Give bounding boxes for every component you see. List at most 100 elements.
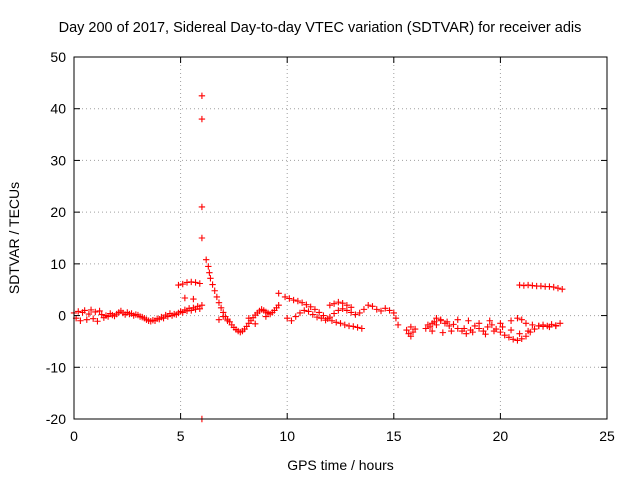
data-point: [198, 203, 206, 211]
data-point: [94, 318, 101, 325]
data-point: [181, 294, 189, 302]
data-point: [198, 234, 206, 242]
data-point: [377, 307, 385, 315]
data-point: [524, 327, 532, 335]
data-point: [471, 322, 479, 330]
data-point: [245, 314, 253, 322]
y-tick-label: 10: [50, 256, 66, 272]
data-point: [335, 298, 342, 306]
data-point: [262, 313, 270, 320]
data-point: [531, 325, 538, 333]
data-point: [89, 315, 97, 322]
data-point: [550, 283, 557, 291]
y-tick-label: 30: [50, 152, 66, 168]
data-point: [339, 299, 346, 307]
data-point: [394, 321, 402, 329]
data-point: [303, 301, 310, 308]
data-point: [224, 317, 231, 324]
data-point: [454, 316, 461, 323]
data-point: [488, 321, 496, 329]
y-tick-label: 40: [50, 101, 66, 117]
data-point: [411, 325, 419, 333]
data-point: [501, 332, 508, 339]
data-point: [505, 334, 513, 341]
data-point: [373, 306, 380, 313]
data-point: [77, 317, 84, 324]
data-point: [460, 325, 468, 332]
x-tick-label: 25: [599, 428, 615, 444]
data-point: [330, 300, 338, 307]
data-point: [202, 256, 210, 263]
data-point: [207, 275, 214, 282]
data-point: [407, 323, 415, 331]
data-point: [286, 295, 293, 302]
data-point: [198, 115, 206, 123]
data-point: [343, 302, 351, 309]
data-point: [450, 321, 457, 328]
data-point: [81, 307, 88, 314]
data-point: [281, 293, 289, 301]
data-point: [514, 337, 521, 344]
data-point: [365, 302, 372, 309]
data-point: [497, 320, 504, 327]
data-point: [337, 320, 344, 327]
data-point: [507, 317, 515, 324]
data-point: [196, 305, 203, 313]
data-point: [292, 313, 299, 320]
data-point: [217, 304, 225, 312]
x-tick-label: 5: [177, 428, 185, 444]
data-point: [175, 281, 182, 289]
data-point: [490, 327, 498, 335]
data-point: [407, 333, 415, 340]
data-point: [198, 92, 206, 99]
data-point: [347, 304, 355, 311]
data-point: [87, 306, 95, 314]
data-point: [354, 324, 361, 331]
data-point: [518, 316, 525, 323]
data-point: [382, 305, 389, 312]
data-point: [313, 313, 321, 321]
data-point: [433, 321, 440, 329]
data-point: [206, 269, 213, 276]
data-point: [213, 293, 221, 301]
data-point: [307, 303, 314, 310]
data-point: [333, 319, 340, 326]
data-point: [96, 307, 103, 315]
data-point: [556, 320, 564, 327]
data-point: [350, 323, 357, 330]
data-point: [552, 322, 560, 330]
data-point: [497, 328, 504, 336]
data-point: [392, 314, 400, 322]
data-point: [252, 320, 259, 328]
data-point: [275, 302, 282, 309]
data-point: [546, 323, 553, 331]
data-point: [326, 302, 334, 309]
data-point: [437, 316, 444, 323]
data-point: [529, 321, 536, 329]
grid: [74, 57, 607, 419]
data-point: [386, 307, 393, 314]
data-point: [522, 333, 530, 340]
data-point: [328, 317, 336, 324]
x-tick-label: 0: [70, 428, 78, 444]
data-point: [486, 317, 493, 324]
data-point: [301, 307, 308, 314]
data-point: [356, 309, 363, 317]
data-point: [463, 330, 470, 337]
data-point: [196, 280, 203, 287]
data-point: [507, 326, 515, 334]
x-tick-label: 20: [493, 428, 509, 444]
data-point: [179, 280, 186, 288]
data-point: [318, 314, 325, 322]
data-point: [192, 279, 199, 286]
data-point: [92, 308, 99, 316]
data-point: [390, 309, 397, 317]
data-point: [499, 323, 506, 331]
data-point: [439, 329, 447, 336]
data-point: [326, 313, 334, 321]
data-point: [83, 316, 90, 323]
data-point: [352, 311, 359, 318]
data-point: [358, 325, 366, 332]
